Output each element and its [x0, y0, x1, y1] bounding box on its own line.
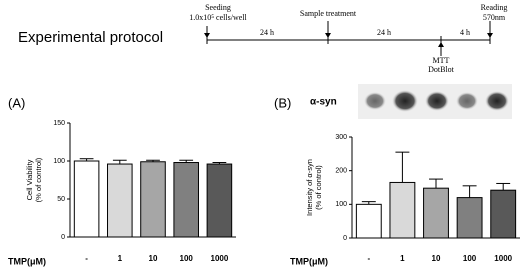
interval-label: 24 h: [377, 28, 391, 37]
x-tick-label: -: [85, 254, 88, 263]
bar: [206, 163, 233, 238]
timeline: [204, 21, 493, 56]
x-tick-label: 1: [118, 254, 123, 263]
bar: [355, 203, 382, 239]
reading-label: Reading: [481, 3, 508, 12]
interval-label: 4 h: [460, 28, 470, 37]
x-tick-label: 100: [463, 254, 477, 263]
x-tick-label: 1000: [211, 254, 229, 263]
y-axis-label: Intensity of α-syn: [305, 159, 314, 216]
seeding-label: Seeding: [205, 3, 231, 12]
x-tick-label: 10: [432, 254, 441, 263]
assay-label: DotBlot: [428, 65, 455, 74]
assay-label: MTT: [433, 56, 450, 65]
y-axis-label: (% of control): [314, 165, 323, 210]
reading-label: 570nm: [483, 13, 506, 22]
y-tick-label: 50: [57, 196, 65, 203]
bar: [456, 197, 483, 239]
y-axis-label: (% of control): [34, 157, 43, 202]
y-tick-label: 0: [343, 235, 347, 242]
x-tick-label: 1000: [494, 254, 512, 263]
x-tick-label: 10: [149, 254, 158, 263]
x-axis-label: TMP(μM): [8, 256, 46, 266]
bar: [389, 181, 416, 239]
panel-label: (B): [274, 95, 291, 110]
blot-label: α-syn: [310, 97, 337, 108]
x-tick-label: 1: [400, 254, 405, 263]
bar: [423, 187, 449, 239]
x-tick-label: 100: [180, 254, 194, 263]
x-tick-label: -: [367, 254, 370, 263]
bar: [73, 160, 100, 238]
y-axis-label: Cell Viability: [25, 159, 34, 200]
bar: [490, 189, 517, 239]
bar: [107, 163, 133, 238]
y-tick-label: 100: [335, 201, 347, 208]
bar: [173, 162, 199, 238]
treatment-label: Sample treatment: [300, 9, 357, 18]
x-axis-label: TMP(μM): [290, 256, 328, 266]
seeding-label: 1.0x10⁵ cells/well: [189, 13, 247, 22]
y-tick-label: 100: [53, 158, 65, 165]
protocol-title: Experimental protocol: [18, 29, 163, 46]
y-tick-label: 300: [335, 134, 347, 141]
bar: [140, 161, 166, 238]
y-tick-label: 0: [61, 234, 65, 241]
y-tick-label: 200: [335, 168, 347, 175]
panel-label: (A): [8, 95, 25, 110]
y-tick-label: 150: [53, 120, 65, 127]
interval-label: 24 h: [260, 28, 274, 37]
dot-blot: [358, 84, 512, 119]
